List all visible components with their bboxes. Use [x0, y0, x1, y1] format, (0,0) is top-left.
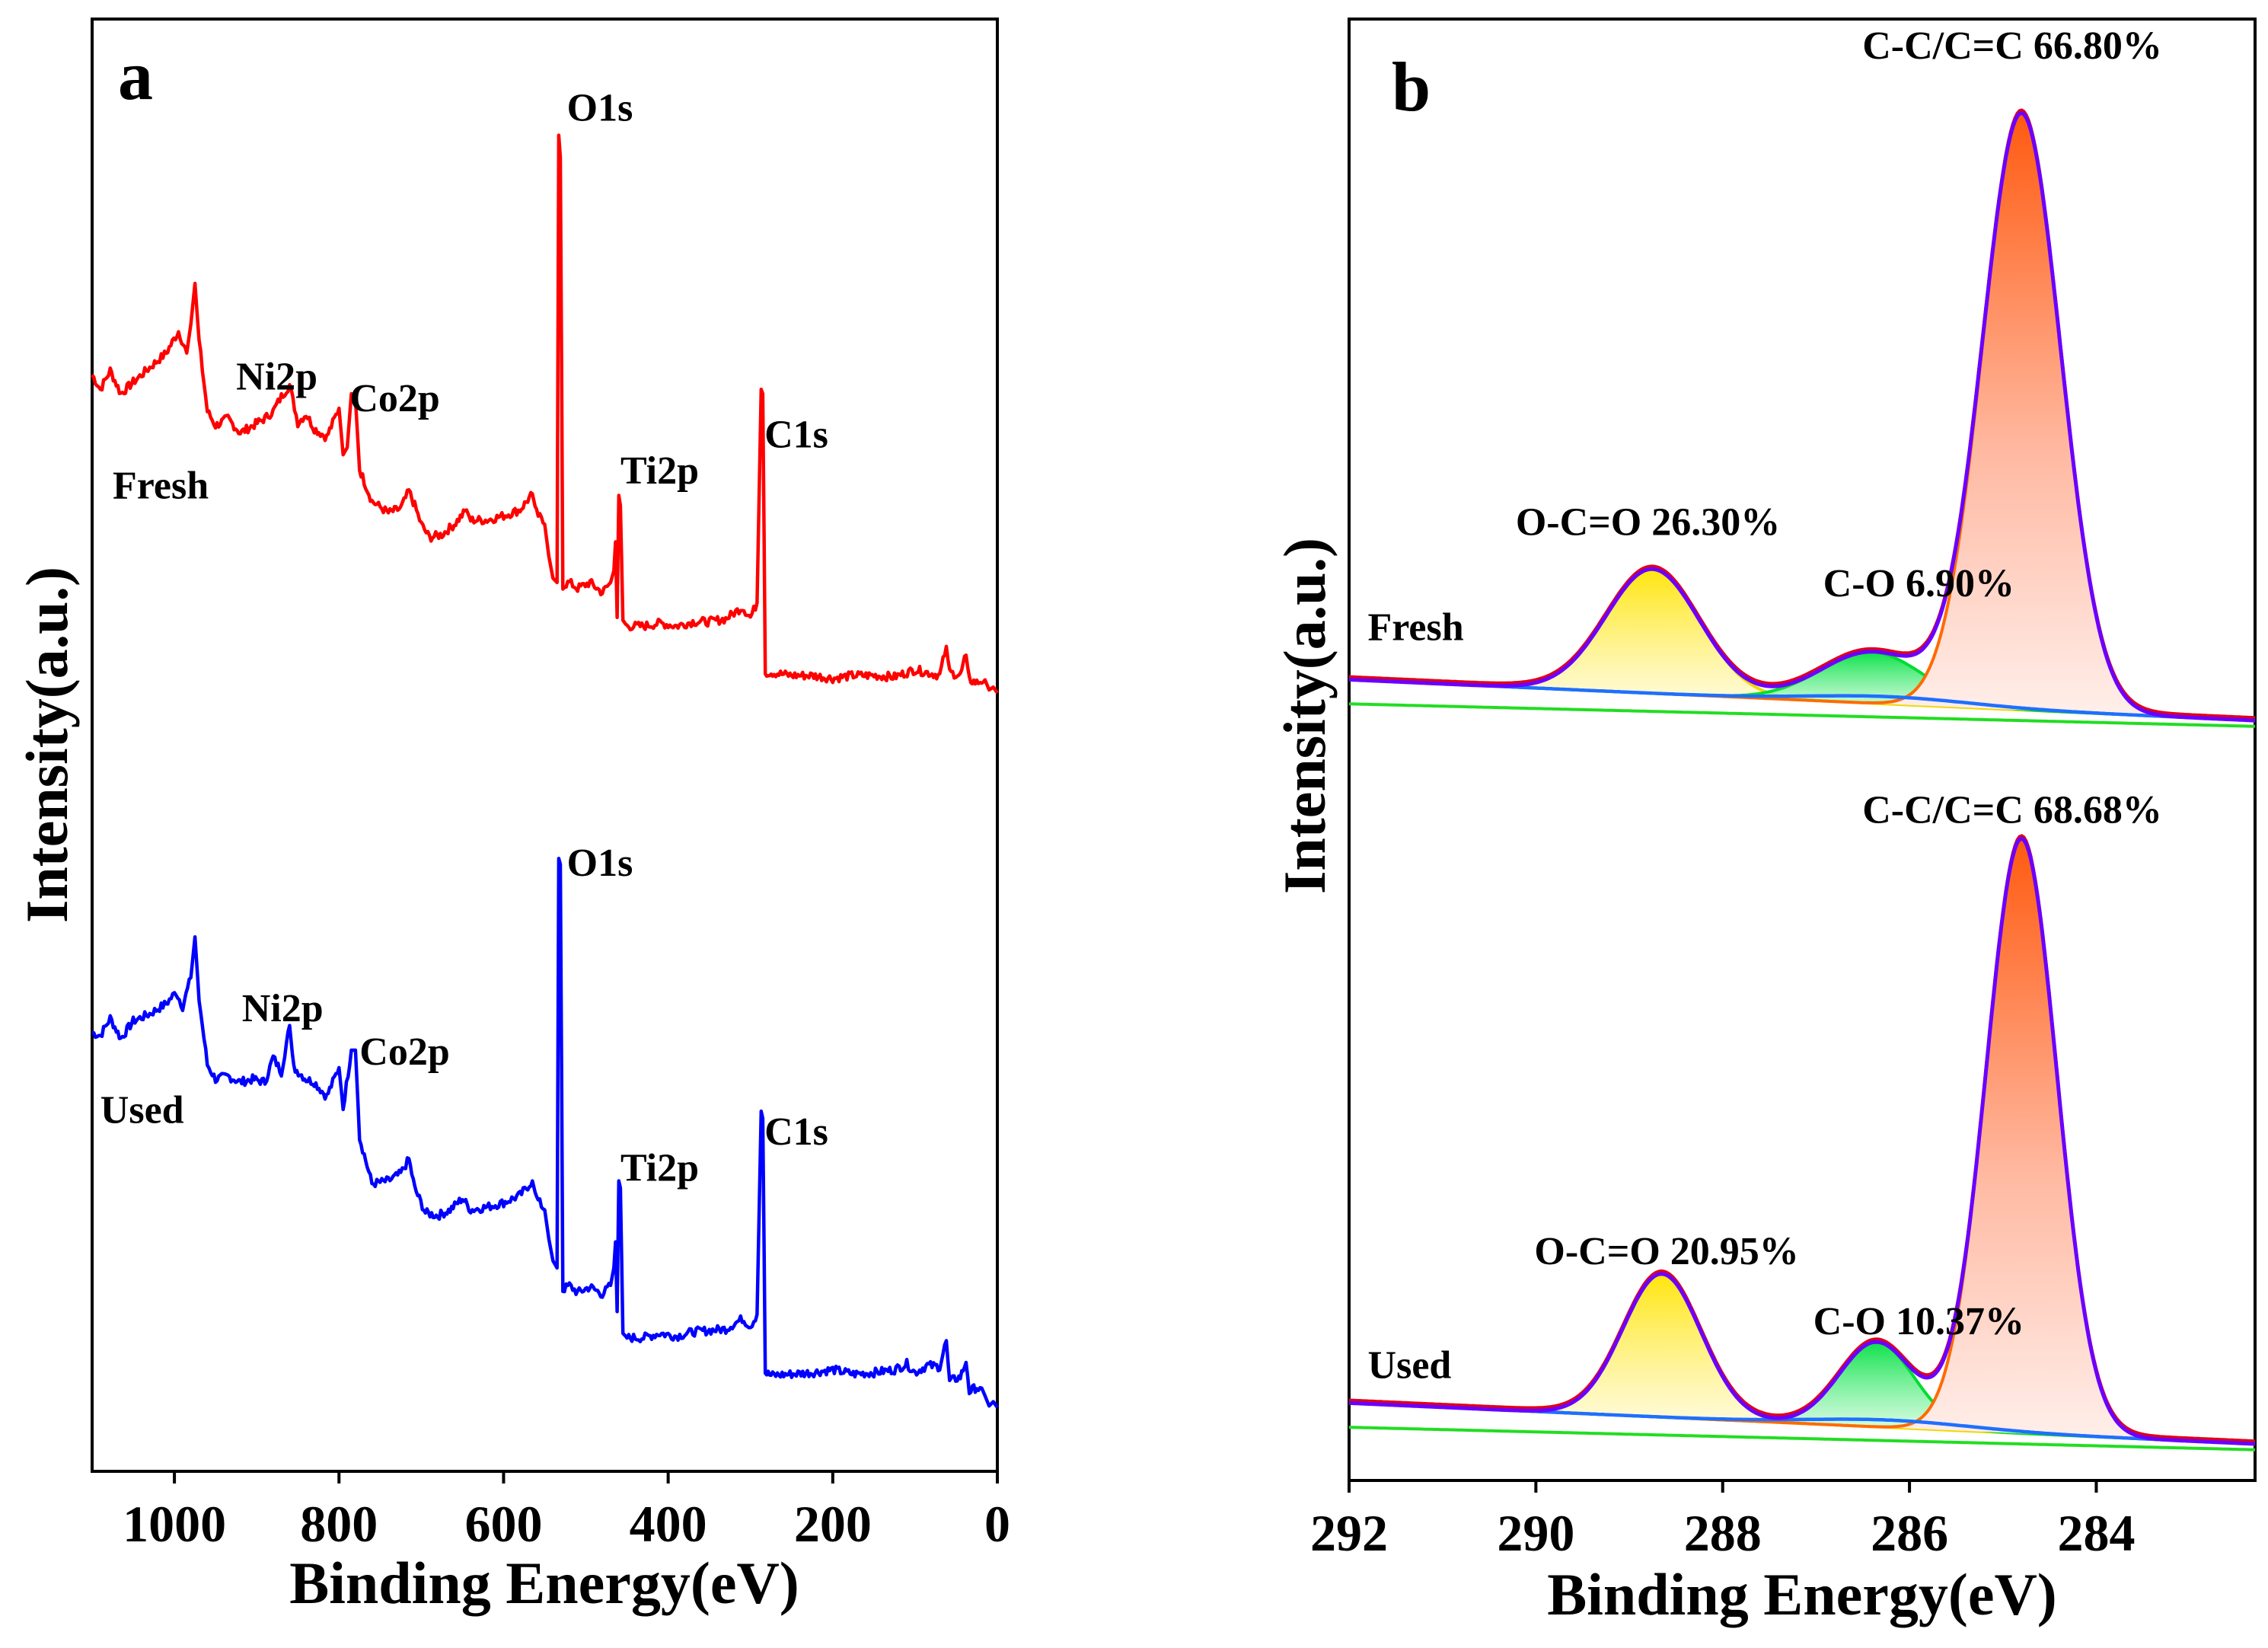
peak-label-ti2p: Ti2p — [620, 1147, 699, 1190]
peak-label-fresh: Fresh — [1368, 606, 1464, 650]
panel-b-letter: b — [1392, 48, 1431, 126]
peak-label-ni2p: Ni2p — [242, 987, 324, 1030]
envelope-fit-line — [1348, 836, 2256, 1446]
panel-a-survey-chart: 1000 800 600 400 200 0 O1s Ni2p Co2p Ti2p C1s Fres… — [14, 18, 1010, 1616]
x-tick-label: 800 — [300, 1495, 378, 1553]
x-tick-label: 286 — [1871, 1504, 1948, 1562]
panel-b-ylabel: Intensity(a.u.) — [1271, 538, 1338, 894]
x-tick-label: 400 — [630, 1495, 707, 1553]
panel-b-c1s-chart: 292 290 288 286 284 C-C/C=C 66.80% O-C=O 26.3… — [1271, 18, 2257, 1627]
peak-label-fresh: Fresh — [113, 464, 209, 507]
peak-label-c1s: C1s — [764, 414, 828, 457]
series-line-used — [91, 856, 999, 1409]
peak-label-co2p: Co2p — [349, 377, 439, 420]
peak-label-c-c-c-c-66-80: C-C/C=C 66.80% — [1862, 24, 2162, 68]
peak-label-c1s: C1s — [764, 1110, 828, 1154]
x-tick-label: 200 — [794, 1495, 872, 1553]
peak-area-c-c-c-c — [1349, 113, 2255, 721]
panel-b-xlabel: Binding Energy(eV) — [1547, 1561, 2057, 1627]
panel-a-x-ticks: 1000 800 600 400 200 0 — [123, 1471, 1010, 1553]
peak-area-o-c-o — [1349, 569, 2255, 721]
peak-label-ti2p: Ti2p — [620, 449, 699, 493]
panel-a-letter: a — [118, 37, 153, 114]
panel-a-ylabel: Intensity(a.u.) — [14, 567, 80, 923]
peak-label-c-o-6-90: C-O 6.90% — [1823, 562, 2014, 605]
peak-label-c-c-c-c-68-68: C-C/C=C 68.68% — [1862, 788, 2162, 832]
x-tick-label: 0 — [984, 1495, 1010, 1553]
peak-label-used: Used — [1368, 1344, 1452, 1388]
x-tick-label: 292 — [1310, 1504, 1388, 1562]
peak-label-used: Used — [100, 1088, 184, 1132]
x-tick-label: 290 — [1497, 1504, 1574, 1562]
peak-label-o-c-o-26-30: O-C=O 26.30% — [1516, 500, 1780, 544]
panel-b-x-ticks: 292 290 288 286 284 — [1310, 1480, 2135, 1562]
peak-area-c-o — [1349, 652, 2255, 721]
panel-a-annotations: O1s Ni2p Co2p Ti2p C1s Fresh O1s Ni2p Co2p Ti2p C1… — [100, 86, 828, 1190]
x-tick-label: 284 — [2057, 1504, 2135, 1562]
baseline-line — [1348, 702, 2256, 728]
panel-b-series — [1348, 108, 2256, 1452]
x-tick-label: 600 — [464, 1495, 542, 1553]
x-tick-label: 288 — [1684, 1504, 1762, 1562]
c1s-spectrum-fresh — [1348, 108, 2256, 728]
peak-outline-c-c-c-c — [1348, 836, 2256, 1445]
panel-a-xlabel: Binding Energy(eV) — [289, 1550, 799, 1616]
baseline-line — [1348, 1426, 2256, 1452]
raw-data-line — [1348, 834, 2256, 1443]
panel-a-series — [91, 133, 999, 1409]
peak-outline-c-c-c-c — [1348, 112, 2256, 723]
envelope-fit-line — [1348, 110, 2256, 723]
peak-label-ni2p: Ni2p — [236, 355, 317, 398]
panel-b-annotations: C-C/C=C 66.80% O-C=O 26.30% C-O 6.90% Fresh… — [1368, 24, 2162, 1388]
c1s-spectrum-used — [1348, 834, 2256, 1452]
peak-area-c-c-c-c — [1349, 838, 2255, 1444]
peak-label-c-o-10-37: C-O 10.37% — [1813, 1300, 2024, 1343]
panel-b-frame — [1348, 18, 2257, 1482]
series-line-fresh — [91, 133, 999, 695]
peak-label-o1s: O1s — [567, 86, 633, 129]
x-tick-label: 1000 — [123, 1495, 226, 1553]
peak-label-o-c-o-20-95: O-C=O 20.95% — [1534, 1230, 1798, 1273]
raw-data-line — [1348, 108, 2256, 720]
panel-a-frame — [91, 18, 999, 1473]
peak-label-co2p: Co2p — [359, 1030, 449, 1074]
peak-label-o1s: O1s — [567, 842, 633, 885]
